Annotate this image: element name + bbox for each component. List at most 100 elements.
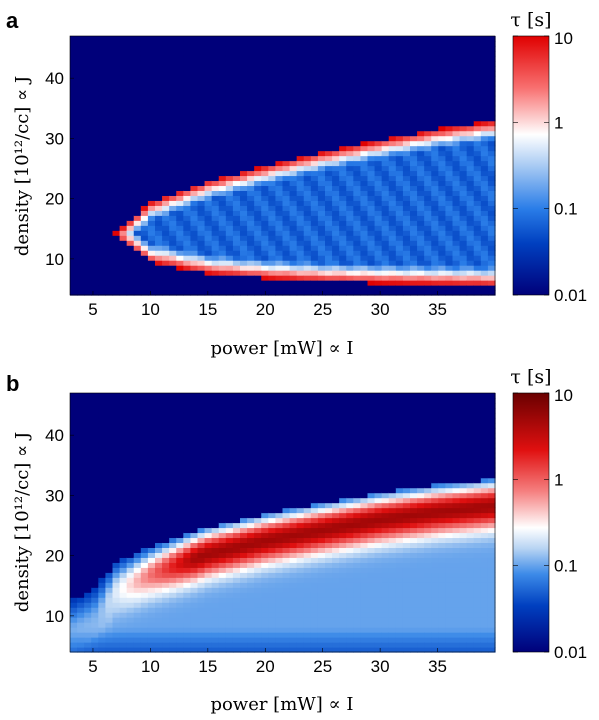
heatmap-cell [84, 280, 92, 286]
heatmap-cell [473, 95, 482, 102]
heatmap-cell [487, 255, 496, 261]
heatmap-cell [289, 155, 298, 162]
heatmap-cell [225, 290, 234, 296]
heatmap-cell [240, 522, 248, 529]
heatmap-cell [325, 105, 333, 112]
heatmap-cell [105, 512, 114, 519]
heatmap-cell [225, 457, 234, 464]
heatmap-cell [112, 70, 121, 77]
heatmap-cell [162, 120, 170, 127]
heatmap-cell [232, 572, 241, 578]
heatmap-cell [268, 522, 277, 529]
heatmap-cell [424, 75, 432, 82]
heatmap-cell [381, 105, 390, 112]
heatmap-cell [296, 55, 305, 62]
heatmap-cell [353, 80, 362, 87]
heatmap-cell [176, 607, 184, 613]
heatmap-cell [77, 422, 85, 429]
heatmap-cell [70, 512, 78, 519]
heatmap-cell [240, 55, 248, 62]
heatmap-cell [98, 120, 107, 127]
heatmap-cell [183, 165, 192, 172]
heatmap-cell [232, 130, 241, 137]
heatmap-cell [197, 602, 206, 608]
heatmap-cell [261, 120, 269, 127]
panel-label-b: b [6, 371, 19, 396]
heatmap-cell [296, 215, 305, 221]
heatmap-cell [147, 437, 156, 444]
heatmap-cell [268, 462, 277, 469]
heatmap-cell [452, 180, 461, 187]
heatmap-cell [424, 95, 432, 102]
heatmap-cell [268, 552, 277, 558]
heatmap-cell [232, 135, 241, 142]
heatmap-cell [374, 80, 383, 87]
heatmap-cell [296, 45, 305, 52]
heatmap-cell [169, 537, 177, 544]
heatmap-cell [417, 140, 425, 147]
heatmap-cell [211, 115, 220, 122]
heatmap-cell [261, 393, 269, 399]
heatmap-cell [303, 562, 312, 568]
heatmap-cell [395, 60, 404, 67]
heatmap-cell [147, 432, 156, 439]
heatmap-cell [360, 215, 369, 221]
heatmap-cell [296, 210, 305, 216]
heatmap-cell [211, 270, 220, 276]
heatmap-cell [424, 50, 432, 57]
heatmap-cell [218, 150, 227, 157]
heatmap-cell [204, 537, 213, 544]
heatmap-cell [190, 502, 199, 509]
heatmap-cell [77, 612, 85, 618]
heatmap-cell [424, 215, 432, 221]
heatmap-cell [353, 290, 362, 296]
heatmap-cell [487, 105, 496, 112]
heatmap-cell [395, 145, 404, 152]
heatmap-cell [204, 587, 213, 593]
heatmap-cell [480, 195, 489, 201]
heatmap-cell [310, 517, 319, 524]
heatmap-cell [84, 622, 92, 628]
heatmap-cell [417, 270, 425, 276]
heatmap-cell [487, 75, 496, 82]
heatmap-cell [183, 60, 192, 67]
heatmap-cell [466, 235, 475, 241]
heatmap-cell [310, 265, 319, 271]
heatmap-cell [289, 260, 298, 266]
heatmap-cell [438, 235, 447, 241]
heatmap-cell [339, 190, 347, 196]
heatmap-cell [162, 572, 170, 578]
heatmap-cell [410, 290, 418, 296]
heatmap-cell [289, 150, 298, 157]
heatmap-cell [317, 145, 326, 152]
heatmap-cell [169, 572, 177, 578]
heatmap-cell [126, 75, 135, 82]
heatmap-cell [346, 285, 354, 291]
heatmap-cell [105, 275, 114, 281]
heatmap-cell [162, 393, 170, 399]
heatmap-cell [119, 135, 128, 142]
heatmap-cell [232, 215, 241, 221]
heatmap-cell [112, 542, 121, 548]
heatmap-cell [339, 105, 347, 112]
heatmap-cell [197, 572, 206, 578]
heatmap-cell [119, 60, 128, 67]
heatmap-cell [388, 85, 397, 92]
heatmap-cell [119, 40, 128, 47]
heatmap-cell [303, 437, 312, 444]
heatmap-cell [346, 75, 354, 82]
heatmap-cell [218, 427, 227, 434]
heatmap-cell [473, 50, 482, 57]
heatmap-cell [91, 95, 99, 102]
heatmap-cell [339, 230, 347, 236]
heatmap-cell [162, 472, 170, 479]
heatmap-cell [275, 280, 284, 286]
heatmap-cell [466, 185, 475, 191]
heatmap-cell [162, 270, 170, 276]
heatmap-cell [289, 512, 298, 519]
heatmap-cell [282, 85, 291, 92]
heatmap-cell [105, 105, 114, 112]
heatmap-cell [84, 547, 92, 553]
heatmap-cell [303, 507, 312, 514]
heatmap-cell [402, 290, 411, 296]
